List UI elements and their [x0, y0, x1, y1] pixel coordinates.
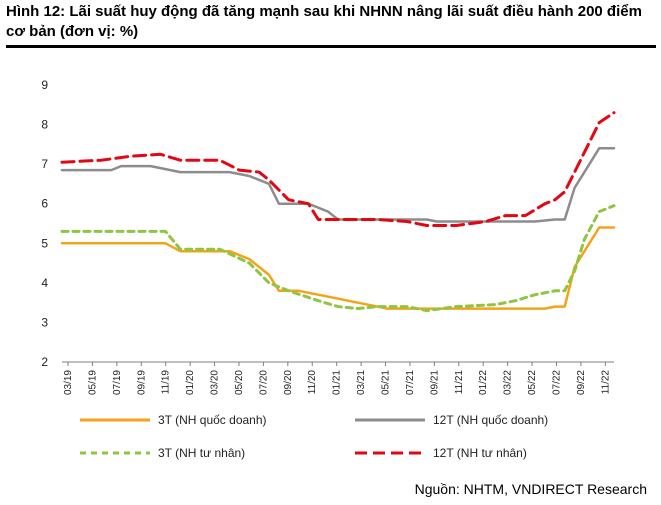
- y-tick-label: 7: [41, 157, 48, 171]
- axes-group: 2 3 4 5 6 7 8 9 03/19 05/19 07/19 09/19 11/19 01/20 03…: [41, 78, 614, 395]
- y-tick-label: 6: [41, 197, 48, 211]
- legend-label: 3T (NH tư nhân): [158, 446, 245, 460]
- y-tick-label: 8: [41, 118, 48, 132]
- x-tick-label: 11/19: [161, 370, 172, 395]
- legend: 3T (NH quốc doanh) 12T (NH quốc doanh) 3T …: [80, 413, 548, 460]
- x-tick-label: 11/22: [600, 370, 611, 395]
- legend-label: 12T (NH tư nhân): [433, 446, 527, 460]
- x-tick-label: 05/22: [527, 370, 538, 395]
- x-tick-label: 07/22: [551, 370, 562, 395]
- x-tick-label: 01/22: [478, 370, 489, 395]
- x-tick-label: 07/20: [258, 370, 269, 395]
- x-tick-label: 01/20: [185, 370, 196, 395]
- x-tick-label: 07/19: [112, 370, 123, 395]
- x-tick-label: 05/20: [234, 370, 245, 395]
- title-divider: [6, 45, 656, 48]
- x-tick-label: 09/22: [576, 370, 587, 395]
- series-line-0: [60, 226, 616, 310]
- x-tick-label: 05/19: [87, 370, 98, 395]
- x-tick-label: 09/19: [136, 370, 147, 395]
- y-tick-label: 2: [41, 355, 48, 369]
- x-tick-label: 07/21: [405, 370, 416, 395]
- y-tick-label: 9: [41, 78, 48, 92]
- series-group: [60, 111, 616, 313]
- x-tick-label: 09/20: [283, 370, 294, 395]
- legend-label: 12T (NH quốc doanh): [433, 413, 548, 427]
- series-line-1: [60, 147, 616, 223]
- x-tick-label: 03/19: [63, 370, 74, 395]
- x-tick-label: 01/21: [332, 370, 343, 395]
- chart-title: Hình 12: Lãi suất huy động đã tăng mạnh …: [6, 3, 642, 40]
- x-tick-label: 05/21: [381, 370, 392, 395]
- x-tick-label: 03/21: [356, 370, 367, 395]
- x-tick-label: 11/21: [454, 370, 465, 395]
- series-line-2: [60, 204, 616, 313]
- y-tick-label: 4: [41, 276, 48, 290]
- legend-label: 3T (NH quốc doanh): [158, 413, 267, 427]
- x-tick-label: 09/21: [429, 370, 440, 395]
- series-line-3: [60, 111, 616, 227]
- x-tick-label: 03/22: [503, 370, 514, 395]
- source-note: Nguồn: NHTM, VNDIRECT Research: [414, 481, 647, 497]
- x-tick-label: 03/20: [210, 370, 221, 395]
- y-tick-label: 5: [41, 236, 48, 250]
- y-tick-label: 3: [41, 315, 48, 329]
- x-tick-label: 11/20: [307, 370, 318, 395]
